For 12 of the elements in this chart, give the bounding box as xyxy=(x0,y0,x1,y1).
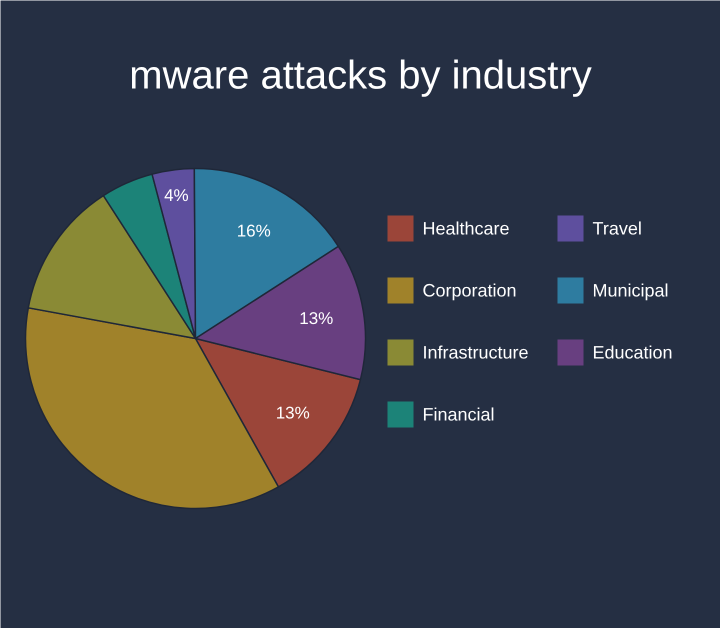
data-label: 4% xyxy=(164,186,189,205)
legend-label: Financial xyxy=(422,404,495,424)
legend-label: Healthcare xyxy=(422,218,510,238)
data-label: 13% xyxy=(276,403,310,422)
legend-label: Infrastructure xyxy=(422,342,529,362)
legend-label: Travel xyxy=(592,218,642,238)
legend-label: Municipal xyxy=(592,280,669,300)
data-label: 13% xyxy=(299,309,334,328)
chart-title: mware attacks by industry xyxy=(129,54,592,98)
legend-label: Corporation xyxy=(422,280,517,300)
data-label: 16% xyxy=(236,221,271,240)
legend-label: Education xyxy=(592,342,673,362)
